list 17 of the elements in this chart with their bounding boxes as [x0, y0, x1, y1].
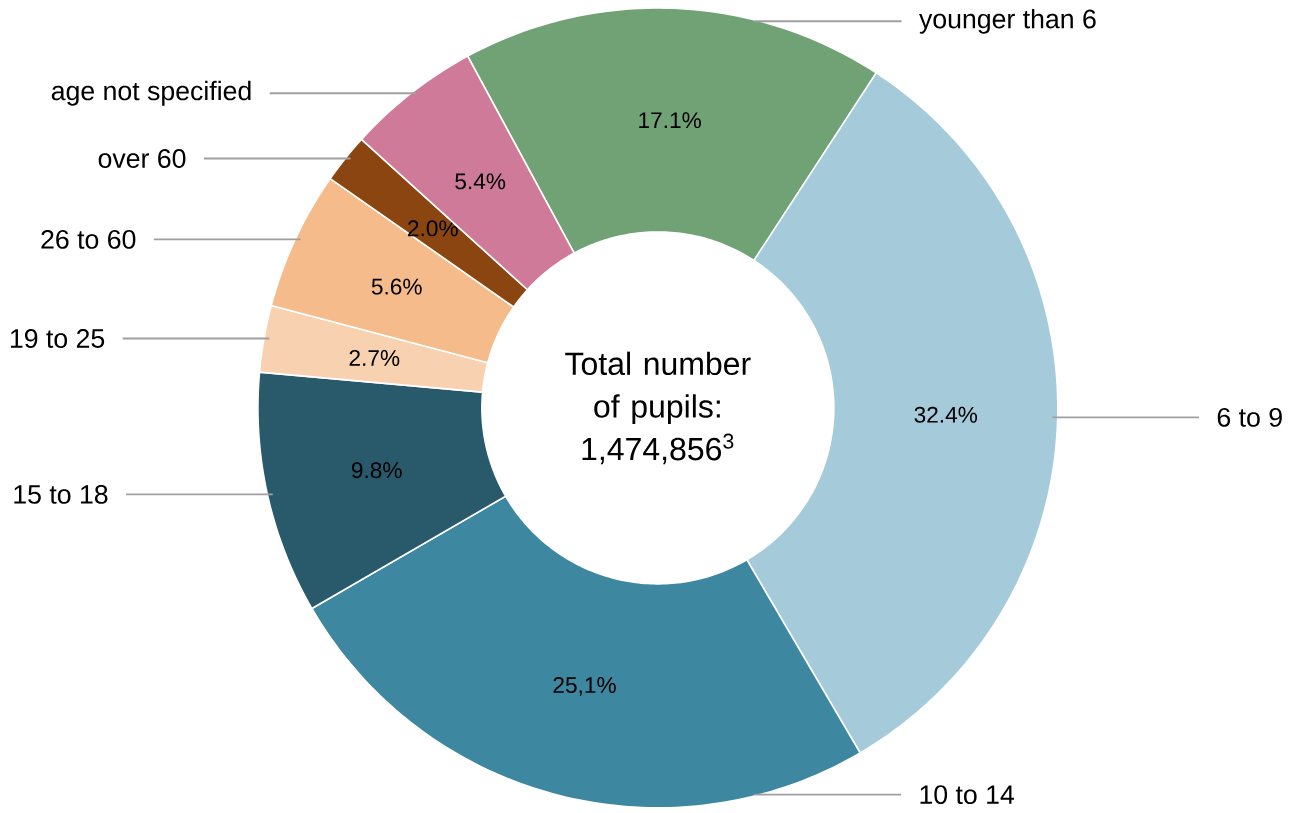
text: Total number of pupils: 1,474,856$^{3}$: [565, 351, 751, 465]
data-label: 25,1%: [553, 677, 616, 696]
data-label: 2.7%: [349, 350, 400, 366]
slice-label: 19 to 25: [10, 329, 105, 348]
slice-label: younger than 6: [919, 8, 1096, 34]
slice-label: over 60: [98, 149, 186, 168]
data-label: 17.1%: [639, 112, 701, 129]
slice-label: 26 to 60: [41, 230, 136, 249]
slice-label: 15 to 18: [14, 484, 108, 504]
data-label: 2.0%: [408, 220, 458, 237]
slice-label: 6 to 9: [1217, 407, 1282, 427]
data-label: 5.4%: [455, 173, 506, 190]
data-label: 5.6%: [371, 278, 422, 295]
slice-label: 10 to 14: [920, 785, 1015, 805]
data-label: 32.4%: [914, 406, 978, 423]
data-label: 9.8%: [351, 462, 402, 479]
slice-label: age not specified: [51, 80, 251, 106]
